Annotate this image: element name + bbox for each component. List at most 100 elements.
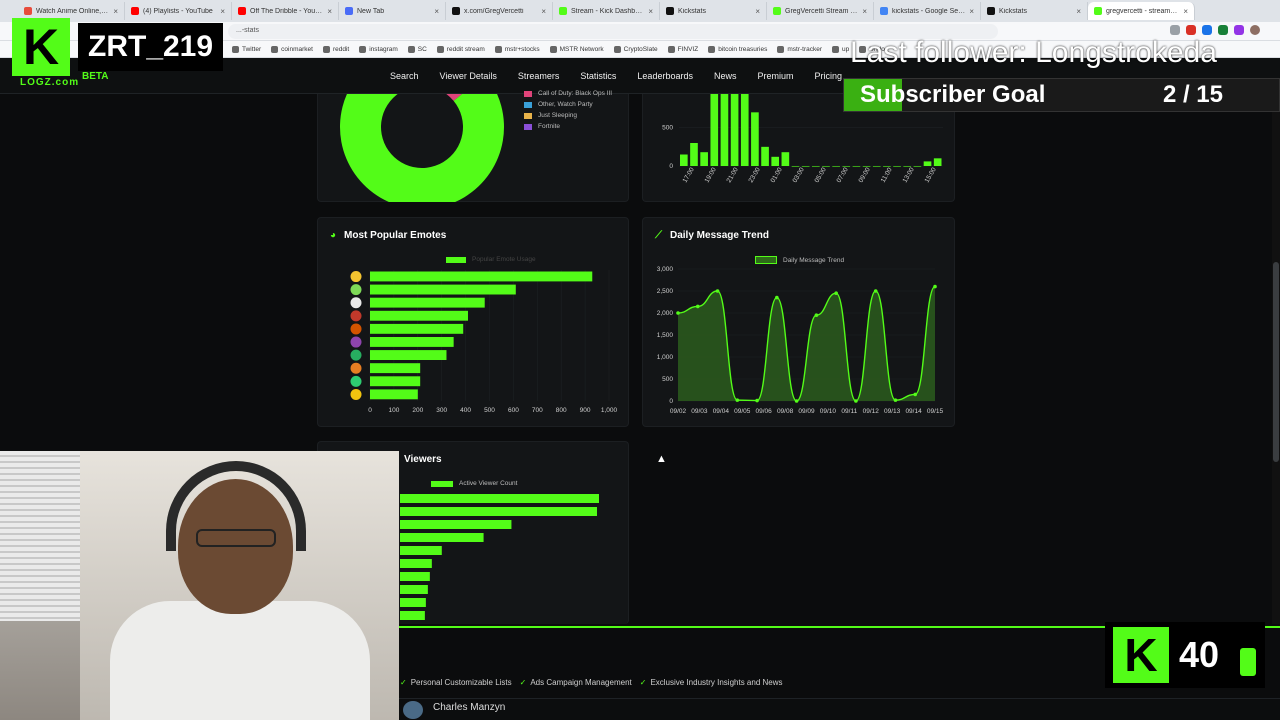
emote-bar[interactable] [370, 350, 447, 360]
hour-bar[interactable] [933, 158, 942, 166]
trend-line[interactable] [677, 285, 936, 402]
hour-bar[interactable] [852, 166, 861, 167]
nav-link-news[interactable]: News [713, 71, 737, 81]
bookmark-item[interactable]: bitcoin treasuries [708, 45, 767, 53]
trend-point[interactable] [933, 284, 937, 289]
hour-bar[interactable] [893, 166, 901, 167]
bookmark-item[interactable]: coinmarket [271, 45, 313, 53]
browser-tab[interactable]: Off The Dribble - YouTube × [232, 2, 339, 20]
nav-link-statistics[interactable]: Statistics [580, 71, 617, 81]
viewer-bar[interactable] [400, 611, 425, 620]
browser-tab[interactable]: New Tab × [339, 2, 446, 20]
viewer-bar[interactable] [400, 598, 426, 607]
extension-icon[interactable] [1234, 25, 1244, 35]
hour-bar[interactable] [842, 166, 851, 167]
viewer-bar[interactable] [400, 520, 512, 529]
bookmark-item[interactable]: up [832, 45, 849, 53]
hour-bar[interactable] [730, 94, 739, 166]
site-logo[interactable]: LOGZ.com [20, 77, 80, 88]
hour-bar[interactable] [801, 166, 810, 167]
category-legend-item[interactable]: Call of Duty: Black Ops III [524, 90, 612, 97]
doughnut-slice[interactable] [402, 94, 486, 101]
close-icon[interactable]: × [113, 6, 118, 16]
nav-link-streamers[interactable]: Streamers [517, 71, 560, 81]
hour-bar[interactable] [680, 154, 688, 167]
browser-tab[interactable]: Kickstats × [981, 2, 1088, 20]
browser-tab[interactable]: gregvercetti - streamer St... × [1088, 2, 1195, 20]
trend-point[interactable] [873, 289, 878, 293]
bookmark-item[interactable]: Twitter [232, 45, 261, 53]
browser-tab[interactable]: Kickstats × [660, 2, 767, 20]
viewer-bar[interactable] [400, 546, 442, 555]
trend-point[interactable] [735, 398, 740, 402]
emotes-legend[interactable]: Popular Emote Usage [446, 256, 536, 263]
emote-bar[interactable] [370, 297, 485, 308]
close-icon[interactable]: × [648, 6, 653, 16]
viewer-bar[interactable] [400, 559, 432, 568]
close-icon[interactable]: × [862, 6, 867, 16]
trend-point[interactable] [814, 313, 819, 317]
emote-bar[interactable] [370, 323, 464, 334]
close-icon[interactable]: × [1183, 6, 1188, 16]
viewer-bar[interactable] [400, 507, 598, 516]
hour-bar[interactable] [710, 94, 719, 166]
hour-bar[interactable] [903, 166, 912, 167]
hour-bar[interactable] [913, 166, 922, 167]
extension-icon[interactable] [1218, 25, 1228, 35]
trend-point[interactable] [913, 392, 918, 397]
trend-point[interactable] [775, 295, 779, 300]
extension-icon[interactable] [1186, 25, 1196, 35]
browser-tab[interactable]: GregVercetti Stream - W... × [767, 2, 874, 20]
bookmark-item[interactable]: SC [407, 45, 427, 53]
close-icon[interactable]: × [755, 6, 760, 16]
close-icon[interactable]: × [434, 6, 439, 16]
trend-point[interactable] [676, 311, 680, 315]
trend-legend[interactable]: Daily Message Trend [755, 256, 844, 264]
emote-bar[interactable] [370, 284, 516, 295]
browser-tab[interactable]: Stream - Kick Dashboard × [553, 2, 660, 20]
emote-bar[interactable] [370, 389, 418, 400]
category-legend-item[interactable]: Just Sleeping [524, 112, 612, 119]
hour-bar[interactable] [771, 156, 780, 166]
trend-point[interactable] [834, 291, 838, 295]
emote-bar[interactable] [370, 310, 468, 321]
hour-bar[interactable] [812, 166, 820, 167]
hour-bar[interactable] [822, 166, 830, 167]
close-icon[interactable]: × [327, 6, 332, 16]
close-icon[interactable]: × [220, 6, 225, 16]
hour-bar[interactable] [781, 152, 790, 166]
bookmark-item[interactable]: CryptoSlate [613, 45, 658, 53]
emote-bar[interactable] [370, 271, 593, 282]
viewer-bar[interactable] [400, 494, 599, 503]
close-icon[interactable]: × [1076, 6, 1081, 16]
nav-link-leaderboards[interactable]: Leaderboards [637, 71, 693, 81]
trend-point[interactable] [695, 304, 700, 309]
browser-tab[interactable]: x.com/GregVercetti × [446, 2, 553, 20]
nav-link-premium[interactable]: Premium [757, 71, 794, 81]
hour-bar[interactable] [761, 146, 769, 166]
close-icon[interactable]: × [541, 6, 546, 16]
bookmark-item[interactable]: reddit [322, 45, 349, 53]
hour-bar[interactable] [832, 166, 840, 167]
star-icon[interactable] [1170, 25, 1180, 35]
browser-tab[interactable]: (4) Playlists - YouTube × [125, 2, 232, 20]
emote-bar[interactable] [370, 363, 421, 374]
bookmark-item[interactable]: MSTR Network [549, 45, 604, 53]
scrollbar-thumb[interactable] [1273, 262, 1279, 462]
browser-tab[interactable]: Watch Anime Online, Free × [18, 2, 125, 20]
bookmark-item[interactable]: Undo [859, 45, 885, 53]
hour-bar[interactable] [883, 166, 891, 167]
hour-bar[interactable] [700, 152, 708, 166]
doughnut-slice[interactable] [340, 94, 504, 202]
nav-link-search[interactable]: Search [390, 71, 419, 81]
browser-tab[interactable]: kickstats - Google Search × [874, 2, 981, 20]
trend-point[interactable] [715, 289, 720, 293]
viewer-bar[interactable] [400, 572, 430, 581]
hour-bar[interactable] [923, 161, 932, 166]
category-legend-item[interactable]: Other, Watch Party [524, 101, 612, 108]
emote-bar[interactable] [370, 337, 454, 347]
trend-point[interactable] [755, 398, 759, 403]
trend-point[interactable] [794, 399, 799, 403]
trend-point[interactable] [854, 399, 858, 403]
emote-bar[interactable] [370, 376, 421, 387]
